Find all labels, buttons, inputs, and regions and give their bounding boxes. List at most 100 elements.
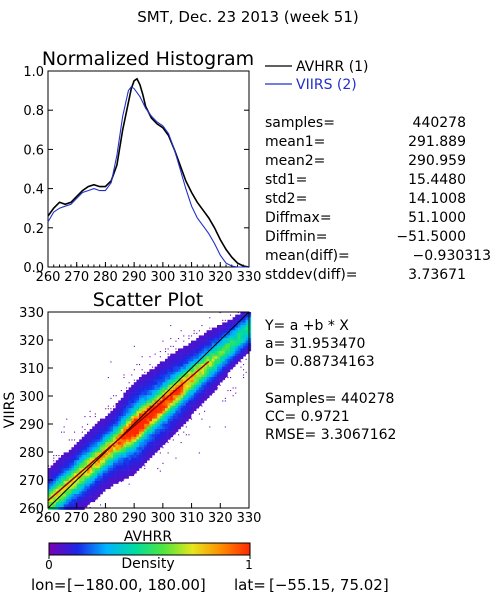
density-cell: [97, 449, 101, 453]
density-cell: [165, 429, 168, 432]
density-cell: [162, 364, 166, 367]
density-cell: [87, 481, 90, 484]
density-cell: [149, 397, 153, 401]
density-cell: [149, 377, 153, 380]
density-speck: [172, 345, 174, 347]
density-speck: [201, 325, 203, 327]
density-cell: [123, 410, 127, 414]
density-cell: [214, 374, 218, 378]
colorbar-gradient: [48, 542, 251, 556]
density-cell: [102, 468, 106, 471]
density-speck: [230, 390, 232, 392]
density-cell: [162, 382, 166, 386]
density-cell: [94, 488, 98, 492]
density-cell: [81, 439, 85, 443]
density-cell: [120, 460, 124, 464]
density-cell: [193, 356, 197, 360]
density-cell: [81, 488, 85, 492]
density-cell: [157, 431, 161, 435]
density-cell: [167, 416, 171, 419]
density-cell: [71, 494, 75, 497]
histogram-stats: samples= 440278 mean1= 291.889 mean2= 29…: [265, 115, 491, 283]
density-cell: [110, 421, 114, 425]
density-cell: [66, 460, 70, 464]
density-cell: [63, 481, 67, 484]
density-cell: [97, 423, 101, 427]
density-cell: [188, 384, 192, 388]
stats-rmse: RMSE= 3.3067162: [265, 427, 396, 443]
density-cell: [118, 431, 122, 435]
density-cell: [206, 374, 210, 378]
density-speck: [165, 351, 167, 353]
density-cell: [133, 470, 137, 474]
density-cell: [217, 338, 220, 341]
density-cell: [146, 439, 150, 443]
density-cell: [185, 351, 189, 354]
density-cell: [115, 426, 119, 430]
density-cell: [211, 356, 215, 360]
density-cell: [123, 468, 127, 471]
density-cell: [227, 364, 231, 367]
density-cell: [123, 436, 127, 440]
density-cell: [206, 345, 210, 349]
density-cell: [58, 478, 62, 482]
histogram-series-viirs: [47, 85, 249, 268]
density-cell: [219, 369, 223, 373]
density-speck: [243, 364, 245, 366]
density-cell: [248, 335, 252, 339]
density-cell: [139, 457, 142, 461]
density-cell: [196, 343, 200, 347]
density-cell: [152, 429, 155, 432]
density-cell: [81, 499, 85, 503]
density-cell: [115, 403, 119, 406]
density-cell: [235, 361, 239, 365]
density-cell: [94, 494, 98, 497]
density-speck: [162, 340, 164, 342]
density-cell: [191, 345, 194, 349]
density-speck: [97, 496, 99, 498]
density-cell: [243, 348, 246, 352]
density-cell: [107, 468, 111, 471]
density-cell: [224, 325, 228, 328]
density-cell: [100, 418, 103, 422]
density-cell: [193, 343, 197, 347]
density-cell: [113, 429, 116, 432]
density-cell: [230, 351, 233, 354]
density-cell: [188, 392, 192, 396]
density-cell: [175, 366, 179, 370]
density-cell: [107, 416, 111, 419]
density-cell: [198, 392, 202, 396]
density-cell: [63, 455, 67, 458]
density-cell: [152, 374, 155, 378]
density-cell: [87, 488, 90, 492]
density-cell: [162, 416, 166, 419]
density-cell: [191, 356, 194, 360]
density-speck: [191, 413, 193, 415]
density-cell: [243, 345, 246, 349]
density-cell: [193, 340, 197, 344]
density-cell: [167, 392, 171, 396]
density-cell: [136, 462, 140, 466]
density-cell: [149, 426, 153, 430]
histogram-x-tick-label: 330: [237, 270, 262, 285]
density-cell: [126, 470, 129, 474]
density-cell: [209, 335, 213, 339]
density-cell: [175, 374, 179, 378]
density-cell: [227, 353, 231, 357]
density-cell: [94, 478, 98, 482]
density-cell: [183, 382, 187, 386]
density-cell: [53, 470, 57, 474]
density-cell: [71, 504, 75, 508]
density-cell: [222, 366, 226, 370]
density-cell: [97, 478, 101, 482]
density-cell: [71, 499, 75, 503]
density-cell: [227, 348, 231, 352]
density-cell: [188, 374, 192, 378]
density-cell: [146, 442, 150, 445]
density-cell: [175, 390, 179, 393]
density-cell: [167, 408, 171, 412]
density-cell: [123, 442, 127, 445]
density-cell: [84, 473, 88, 477]
density-cell: [76, 447, 80, 451]
density-cell: [149, 447, 153, 451]
